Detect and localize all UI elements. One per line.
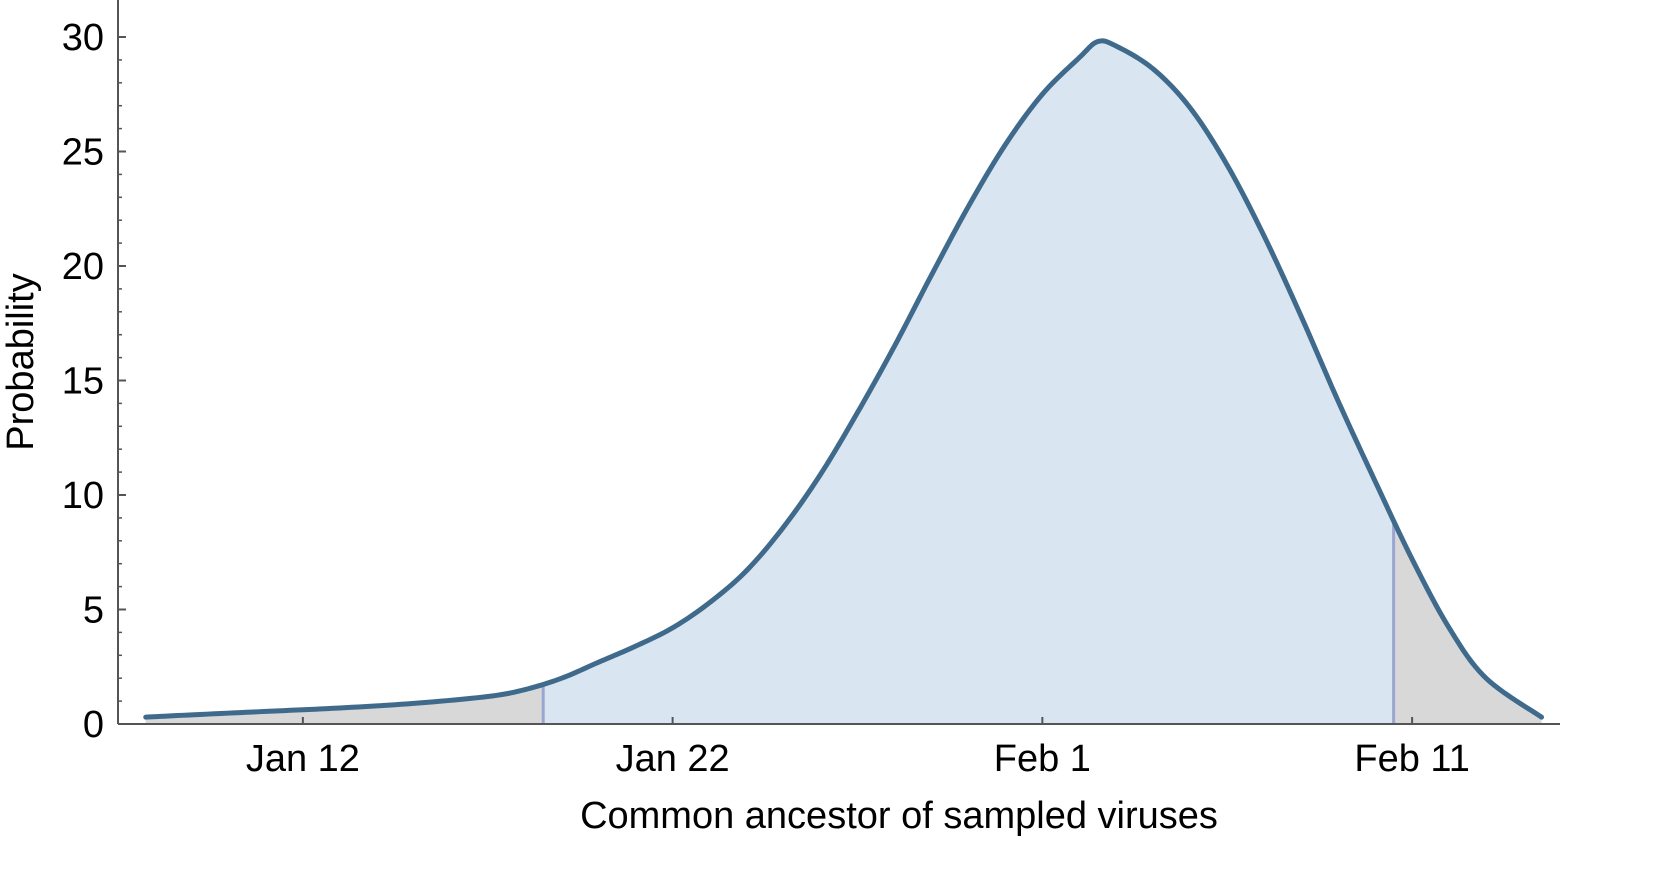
x-tick-label: Feb 1 — [994, 738, 1091, 780]
x-tick-label: Feb 11 — [1354, 738, 1469, 780]
y-axis-title: Probability — [0, 273, 42, 450]
density-curve — [143, 38, 1545, 720]
y-axis-ticks: 0 5 10 15 20 25 30 — [62, 17, 126, 746]
y-tick-label: 5 — [83, 590, 104, 632]
y-tick-label: 25 — [62, 132, 104, 174]
y-tick-label: 10 — [62, 475, 104, 517]
right-tail-area — [1393, 520, 1542, 724]
y-tick-label: 0 — [83, 704, 104, 746]
plot-area — [143, 38, 1545, 725]
x-axis-ticks: Jan 12 Jan 22 Feb 1 Feb 11 — [246, 717, 1470, 780]
left-tail-area — [145, 684, 544, 724]
y-tick-label: 20 — [62, 246, 104, 288]
y-tick-label: 30 — [62, 17, 104, 59]
x-tick-label: Jan 12 — [246, 738, 360, 780]
x-tick-label: Jan 22 — [616, 738, 730, 780]
axes: 0 5 10 15 20 25 30 Jan 12 Jan 22 Feb 1 Feb 11 — [62, 0, 1560, 780]
credible-interval-area — [543, 40, 1394, 725]
y-tick-label: 15 — [62, 361, 104, 403]
x-axis-title: Common ancestor of sampled viruses — [580, 795, 1218, 837]
